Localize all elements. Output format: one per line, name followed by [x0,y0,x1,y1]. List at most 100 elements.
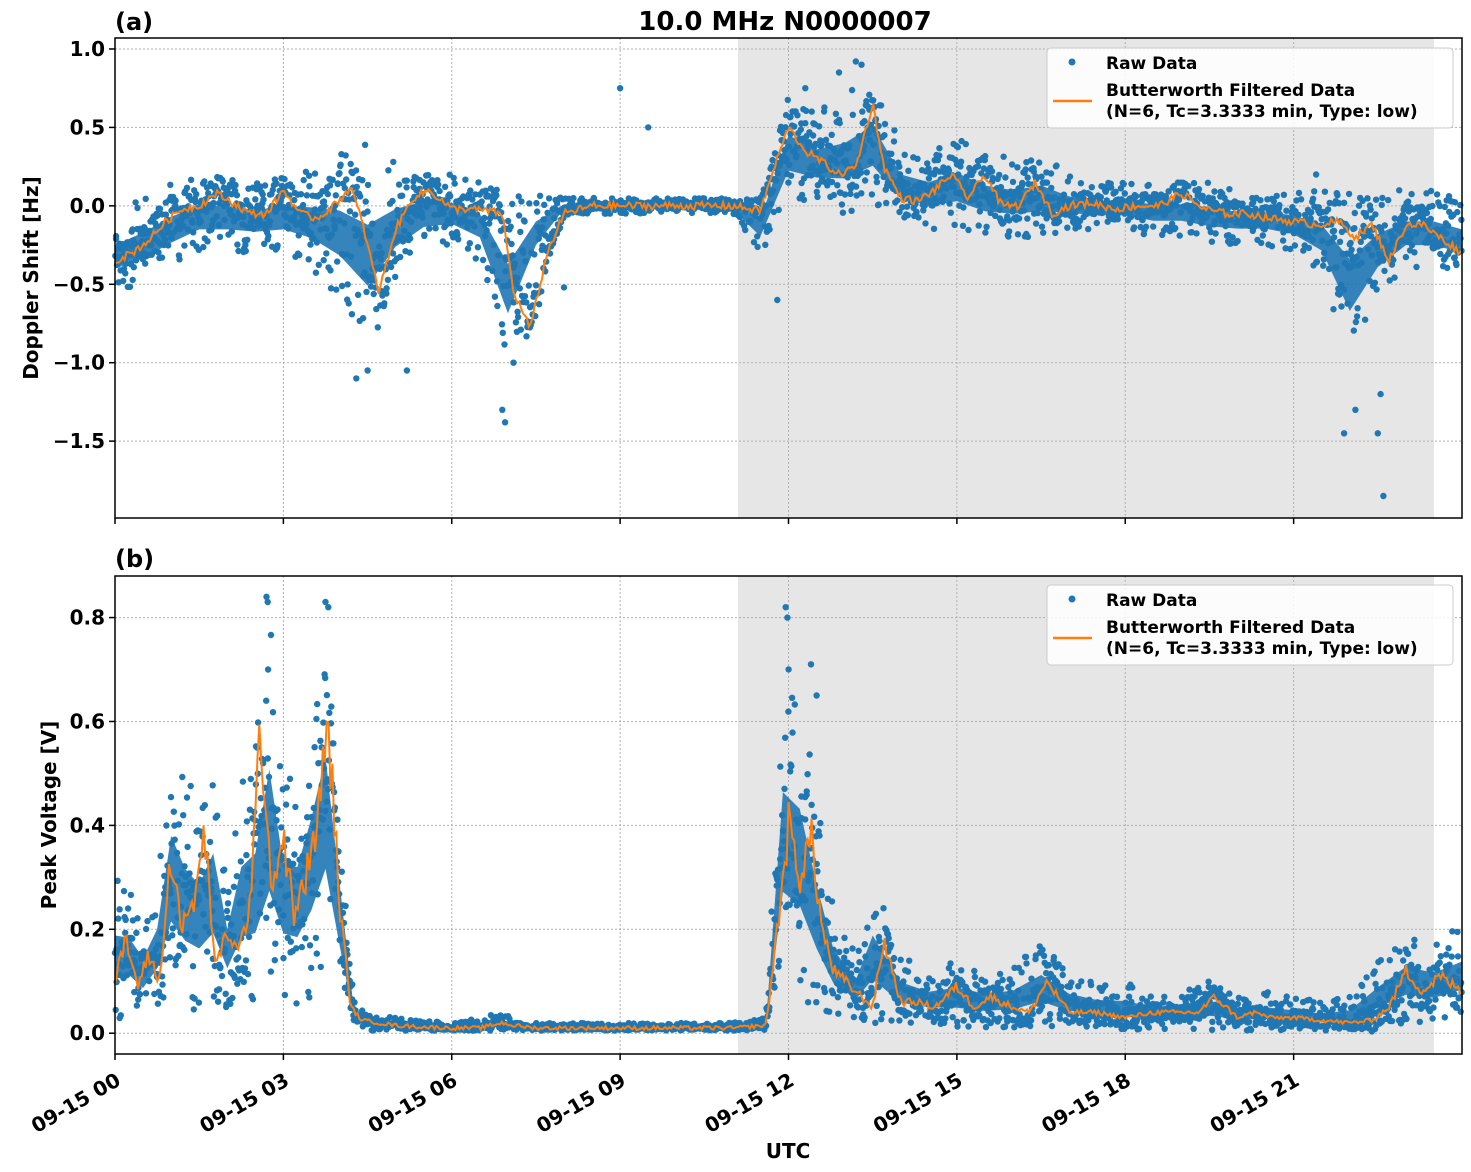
raw-data-point [496,202,503,209]
raw-data-point [876,937,883,945]
raw-data-point [1351,225,1358,232]
raw-data-point [1234,1000,1242,1007]
raw-data-point [802,107,810,115]
raw-data-point [811,813,818,820]
raw-data-point [345,300,352,307]
raw-data-point [858,190,865,197]
raw-data-point [374,324,381,331]
raw-data-point [873,178,881,186]
raw-data-point [343,176,350,183]
raw-data-point [518,198,525,205]
raw-data-point [1208,238,1216,245]
raw-data-outlier [774,296,781,304]
raw-data-point [509,200,516,208]
raw-data-point [334,816,341,823]
raw-data-point [829,990,837,997]
panel-label-b: (b) [115,545,154,573]
raw-data-point [1150,223,1157,230]
raw-data-point [307,241,314,248]
raw-data-point [1019,179,1026,187]
raw-data-point [242,241,249,248]
raw-data-point [426,225,433,232]
raw-data-point [1371,279,1379,286]
raw-data-point [1436,202,1444,210]
raw-data-point [1336,291,1343,298]
raw-data-point [334,180,341,188]
raw-data-point [472,191,479,198]
raw-data-point [491,293,499,300]
raw-data-point [263,914,270,921]
raw-data-point [1008,980,1016,987]
raw-data-point [1379,194,1386,202]
raw-data-point [762,241,769,248]
raw-data-point [464,245,472,252]
raw-data-point [354,291,362,298]
raw-data-point [975,222,982,229]
raw-data-point [1212,230,1219,237]
raw-data-point [1196,989,1203,996]
raw-data-point [1445,193,1453,200]
raw-data-point [841,191,849,198]
raw-data-point [1040,952,1048,959]
raw-data-point [1138,197,1146,205]
raw-data-point [297,191,305,198]
raw-data-point [154,1000,162,1007]
raw-data-point [1040,229,1047,236]
raw-data-point [383,290,390,297]
raw-data-point [234,241,241,248]
raw-data-point [994,979,1002,987]
raw-data-series-b [111,593,1465,1035]
raw-data-point [122,270,129,277]
raw-data-point [830,191,837,199]
legend-box [1046,47,1454,129]
raw-data-point [786,901,793,908]
y-axis-label-a: Doppler Shift [Hz] [19,176,43,380]
raw-data-point [187,176,195,183]
raw-data-point [1075,983,1082,990]
raw-data-point [142,990,150,997]
raw-data-point [252,196,259,203]
raw-data-point [218,972,226,980]
raw-data-point [949,1014,956,1021]
raw-data-point [890,954,898,962]
raw-data-point [327,285,335,292]
raw-data-point [785,666,792,673]
raw-data-point [216,233,224,241]
raw-data-point [1411,249,1418,256]
raw-data-point [853,966,860,974]
raw-data-point [1036,159,1043,166]
raw-data-point [364,181,372,189]
raw-data-point [775,957,783,965]
raw-data-point [183,184,191,191]
raw-data-point [947,209,954,216]
raw-data-point [474,244,482,251]
raw-data-point [204,238,211,245]
raw-data-point [493,186,500,193]
raw-data-point [1190,1025,1197,1033]
raw-data-point [120,277,127,285]
raw-data-point [169,925,176,932]
legend-filtered-params: (N=6, Tc=3.3333 min, Type: low) [1106,102,1418,122]
raw-data-point [976,1012,983,1019]
raw-data-point [962,140,969,148]
raw-data-point [282,801,290,808]
raw-data-point [1441,203,1449,211]
raw-data-point [305,172,313,179]
raw-data-point [1279,237,1287,244]
raw-data-point [472,255,479,262]
raw-data-point [1006,217,1013,224]
raw-data-point [231,974,238,981]
raw-data-point [1165,188,1172,195]
raw-data-point [817,819,824,827]
raw-data-point [364,208,371,215]
raw-data-point [253,829,260,837]
raw-data-point [176,256,183,263]
raw-data-point [386,1014,394,1021]
raw-data-point [754,243,761,251]
raw-data-outlier [403,367,411,374]
raw-data-point [883,199,890,207]
raw-data-point [1386,277,1393,284]
raw-data-point [888,1017,895,1024]
raw-data-point [126,283,134,290]
raw-data-point [800,966,808,974]
